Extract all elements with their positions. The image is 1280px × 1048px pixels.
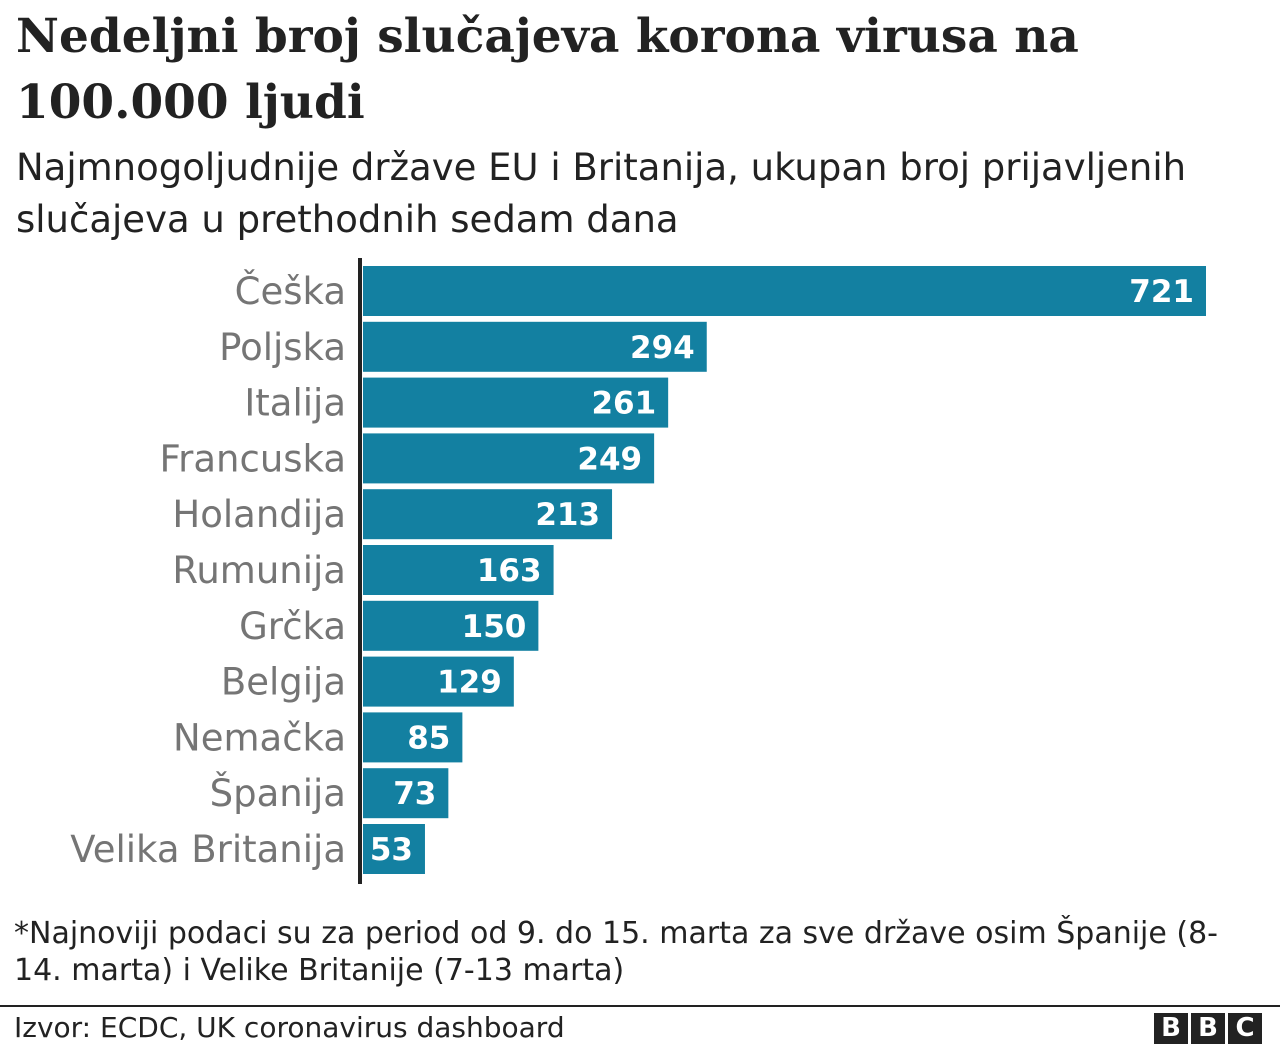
value-label: 85 (407, 720, 450, 756)
footnote: *Najnoviji podaci su za period od 9. do … (14, 916, 1218, 988)
bar (363, 824, 425, 874)
bbc-logo-letter: B (1191, 1013, 1225, 1044)
value-label: 249 (577, 441, 642, 477)
divider (0, 1005, 1280, 1007)
category-label: Rumunija (172, 549, 346, 592)
bar (363, 545, 554, 595)
bar-chart: Češka 721 Poljska 294 Italija 261 Francuska 249… (70, 258, 1206, 884)
value-label: 73 (393, 776, 436, 812)
bar (363, 600, 539, 651)
y-axis-line (358, 258, 362, 884)
bar (363, 321, 707, 372)
category-label: Francuska (160, 437, 346, 480)
bar (363, 656, 514, 707)
value-label: 261 (591, 386, 656, 422)
value-label: 721 (1129, 274, 1194, 310)
source-text: Izvor: ECDC, UK coronavirus dashboard (14, 1011, 565, 1044)
category-label: Belgija (221, 661, 346, 704)
value-label: 129 (437, 665, 502, 701)
category-label: Češka (235, 269, 346, 313)
bar (363, 489, 613, 540)
value-label: 163 (477, 553, 542, 589)
bar (363, 377, 669, 428)
category-label: Italija (244, 382, 346, 425)
value-label: 150 (462, 609, 527, 645)
value-label: 213 (535, 497, 600, 533)
bar (363, 768, 449, 819)
category-label: Nemačka (173, 716, 346, 759)
category-label: Španija (210, 771, 346, 815)
bar (363, 266, 1206, 316)
bar (363, 433, 655, 484)
category-label: Holandija (172, 493, 346, 536)
bar (363, 712, 463, 763)
value-label: 53 (370, 832, 413, 868)
bbc-logo: B B C (1154, 1013, 1262, 1044)
chart-subtitle: Najmnogoljudnije države EU i Britanija, … (16, 146, 1187, 241)
category-label: Poljska (219, 326, 346, 369)
chart-title: Nedeljni broj slučajeva korona virusa na… (16, 9, 1079, 130)
bbc-logo-letter: C (1228, 1013, 1262, 1044)
category-label: Grčka (239, 605, 346, 648)
category-label: Velika Britanija (70, 828, 346, 871)
value-label: 294 (630, 330, 695, 366)
bbc-logo-letter: B (1154, 1013, 1188, 1044)
